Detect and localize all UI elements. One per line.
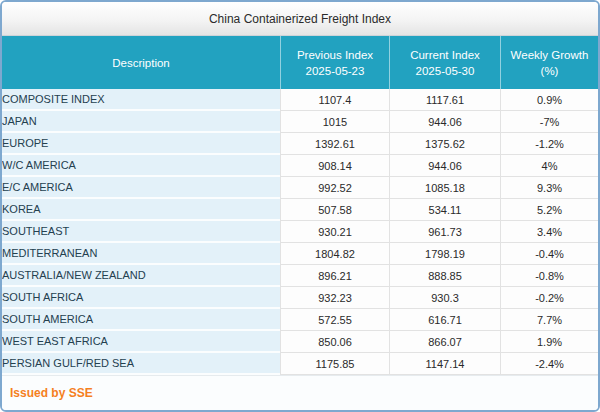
column-label: Weekly Growth (505, 47, 594, 63)
table-row: E/C AMERICA992.521085.189.3% (2, 177, 598, 199)
column-label: Description (6, 55, 276, 71)
table-row: EUROPE1392.611375.62-1.2% (2, 133, 598, 155)
table-row: SOUTH AFRICA932.23930.3-0.2% (2, 287, 598, 309)
table-row: SOUTHEAST930.21961.733.4% (2, 221, 598, 243)
row-value: 944.06 (389, 155, 500, 177)
table-row: KOREA507.58534.115.2% (2, 199, 598, 221)
row-description: SOUTHEAST (2, 221, 280, 243)
row-value: 888.85 (389, 265, 500, 287)
row-description: KOREA (2, 199, 280, 221)
row-description: AUSTRALIA/NEW ZEALAND (2, 265, 280, 287)
freight-index-table: DescriptionPrevious Index2025-05-23Curre… (2, 36, 598, 375)
row-value: 930.21 (280, 221, 389, 243)
column-label: Current Index (394, 47, 496, 63)
row-value: 1085.18 (389, 177, 500, 199)
column-sublabel: (%) (505, 63, 594, 79)
row-value: 0.9% (500, 89, 598, 111)
freight-index-window: China Containerized Freight Index Descri… (0, 0, 600, 412)
table-row: AUSTRALIA/NEW ZEALAND896.21888.85-0.8% (2, 265, 598, 287)
row-value: 9.3% (500, 177, 598, 199)
row-value: 896.21 (280, 265, 389, 287)
row-value: 1147.14 (389, 353, 500, 375)
row-value: 1107.4 (280, 89, 389, 111)
column-label: Previous Index (285, 47, 385, 63)
row-value: 1117.61 (389, 89, 500, 111)
row-value: -1.2% (500, 133, 598, 155)
row-description: MEDITERRANEAN (2, 243, 280, 265)
window-title: China Containerized Freight Index (209, 12, 391, 26)
row-description: COMPOSITE INDEX (2, 89, 280, 111)
issued-by-label: Issued by SSE (10, 386, 93, 400)
column-header-weekly-growth: Weekly Growth(%) (500, 36, 598, 89)
row-value: 7.7% (500, 309, 598, 331)
column-header-description: Description (2, 36, 280, 89)
row-value: 4% (500, 155, 598, 177)
row-value: -0.8% (500, 265, 598, 287)
row-value: 616.71 (389, 309, 500, 331)
column-sublabel: 2025-05-30 (394, 63, 496, 79)
row-value: 1.9% (500, 331, 598, 353)
row-value: 1015 (280, 111, 389, 133)
row-value: 572.55 (280, 309, 389, 331)
table-row: JAPAN1015944.06-7% (2, 111, 598, 133)
row-value: 992.52 (280, 177, 389, 199)
row-description: W/C AMERICA (2, 155, 280, 177)
table-row: PERSIAN GULF/RED SEA1175.851147.14-2.4% (2, 353, 598, 375)
row-value: 908.14 (280, 155, 389, 177)
row-value: 3.4% (500, 221, 598, 243)
table-row: SOUTH AMERICA572.55616.717.7% (2, 309, 598, 331)
window-titlebar: China Containerized Freight Index (2, 2, 598, 36)
row-value: 930.3 (389, 287, 500, 309)
table-header-row: DescriptionPrevious Index2025-05-23Curre… (2, 36, 598, 89)
row-value: 1375.62 (389, 133, 500, 155)
row-description: JAPAN (2, 111, 280, 133)
column-header-current-index: Current Index2025-05-30 (389, 36, 500, 89)
row-description: PERSIAN GULF/RED SEA (2, 353, 280, 375)
table-footer: Issued by SSE (2, 375, 598, 410)
row-value: 932.23 (280, 287, 389, 309)
row-value: 1175.85 (280, 353, 389, 375)
row-value: 944.06 (389, 111, 500, 133)
table-row: W/C AMERICA908.14944.064% (2, 155, 598, 177)
row-value: 5.2% (500, 199, 598, 221)
column-sublabel: 2025-05-23 (285, 63, 385, 79)
row-description: E/C AMERICA (2, 177, 280, 199)
row-value: 1392.61 (280, 133, 389, 155)
row-description: WEST EAST AFRICA (2, 331, 280, 353)
row-value: 507.58 (280, 199, 389, 221)
row-description: EUROPE (2, 133, 280, 155)
row-value: 961.73 (389, 221, 500, 243)
row-value: -7% (500, 111, 598, 133)
row-description: SOUTH AFRICA (2, 287, 280, 309)
row-value: 534.11 (389, 199, 500, 221)
table-row: MEDITERRANEAN1804.821798.19-0.4% (2, 243, 598, 265)
row-value: 850.06 (280, 331, 389, 353)
row-value: 1804.82 (280, 243, 389, 265)
table-row: WEST EAST AFRICA850.06866.071.9% (2, 331, 598, 353)
row-value: -2.4% (500, 353, 598, 375)
row-value: 1798.19 (389, 243, 500, 265)
row-description: SOUTH AMERICA (2, 309, 280, 331)
table-row: COMPOSITE INDEX1107.41117.610.9% (2, 89, 598, 111)
row-value: 866.07 (389, 331, 500, 353)
row-value: -0.2% (500, 287, 598, 309)
column-header-previous-index: Previous Index2025-05-23 (280, 36, 389, 89)
row-value: -0.4% (500, 243, 598, 265)
